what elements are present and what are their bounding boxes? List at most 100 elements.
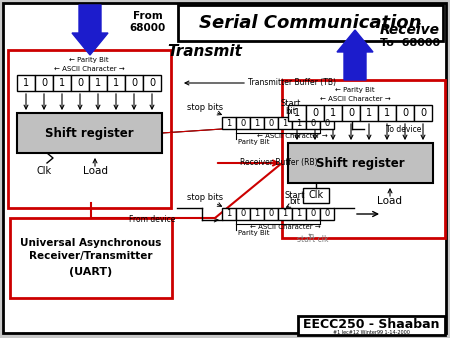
Text: Start: Start (285, 191, 305, 199)
Text: 0: 0 (149, 78, 155, 88)
Bar (89, 75, 107, 91)
Bar (306, 117, 320, 129)
Bar (306, 208, 320, 220)
Bar (306, 105, 324, 121)
Text: 0: 0 (268, 119, 274, 127)
Bar (264, 117, 278, 129)
Bar (8, 50, 171, 208)
Text: Shift register: Shift register (45, 126, 133, 140)
Bar (222, 208, 236, 220)
Bar (278, 208, 292, 220)
Text: 1: 1 (294, 108, 300, 118)
Text: 1: 1 (297, 119, 302, 127)
Text: 1: 1 (95, 78, 101, 88)
Bar (282, 80, 445, 238)
Bar (250, 208, 264, 220)
Text: Transmitter Buffer (TB): Transmitter Buffer (TB) (248, 78, 336, 88)
Text: ← ASCII Character →: ← ASCII Character → (320, 96, 391, 102)
Text: EECC250 - Shaaban: EECC250 - Shaaban (303, 318, 439, 332)
Bar (278, 117, 292, 129)
Bar (10, 218, 172, 298)
Bar (320, 117, 334, 129)
Text: bit: bit (285, 106, 297, 116)
Text: Universal Asynchronous: Universal Asynchronous (20, 238, 162, 248)
Text: 0: 0 (131, 78, 137, 88)
Text: Parity Bit: Parity Bit (238, 139, 270, 145)
Bar (288, 105, 306, 121)
Polygon shape (337, 30, 373, 80)
Bar (292, 208, 306, 220)
Text: 1: 1 (113, 78, 119, 88)
Bar (236, 117, 250, 129)
Text: 1: 1 (297, 210, 302, 218)
Bar (143, 75, 161, 91)
Text: Start: Start (281, 99, 301, 108)
Text: stop bits: stop bits (187, 103, 223, 113)
Text: 1: 1 (226, 210, 232, 218)
Bar (53, 75, 71, 91)
Bar (292, 117, 306, 129)
Bar (107, 75, 125, 91)
Bar (17, 113, 162, 153)
Bar (378, 105, 396, 121)
Bar (35, 75, 53, 91)
Text: To device: To device (386, 124, 421, 134)
Text: 1: 1 (254, 210, 260, 218)
Bar (360, 105, 378, 121)
Text: 1: 1 (254, 119, 260, 127)
Text: To  68000: To 68000 (380, 38, 440, 48)
Text: Load: Load (82, 166, 108, 176)
Bar (324, 105, 342, 121)
Bar (236, 208, 250, 220)
Bar (71, 75, 89, 91)
Text: Clk: Clk (308, 190, 324, 200)
Text: Receiver Buffer (RB): Receiver Buffer (RB) (240, 159, 318, 168)
Bar (303, 188, 329, 203)
Bar (288, 143, 433, 183)
Text: 1: 1 (23, 78, 29, 88)
Text: 1: 1 (226, 119, 232, 127)
Text: 0: 0 (324, 210, 329, 218)
Text: Receive: Receive (380, 23, 440, 37)
Text: ← Parity Bit: ← Parity Bit (69, 57, 109, 63)
Text: From
68000: From 68000 (130, 11, 166, 33)
Text: 1: 1 (283, 210, 288, 218)
Text: ← ASCII Character →: ← ASCII Character → (250, 224, 320, 230)
Text: 0: 0 (310, 210, 315, 218)
Text: 1: 1 (384, 108, 390, 118)
Text: 0: 0 (402, 108, 408, 118)
Text: 0: 0 (420, 108, 426, 118)
Bar (320, 208, 334, 220)
Bar (17, 75, 35, 91)
Text: 0: 0 (310, 119, 315, 127)
Text: (UART): (UART) (69, 267, 112, 277)
Text: Receiver/Transmitter: Receiver/Transmitter (29, 251, 153, 261)
Bar (298, 316, 445, 335)
Text: 1: 1 (59, 78, 65, 88)
Text: 0: 0 (324, 119, 329, 127)
Text: 1: 1 (283, 119, 288, 127)
Text: 1: 1 (330, 108, 336, 118)
Bar (342, 105, 360, 121)
Text: 0: 0 (77, 78, 83, 88)
Text: Shift register: Shift register (316, 156, 404, 169)
Text: start clk: start clk (297, 235, 329, 243)
Text: Parity Bit: Parity Bit (238, 230, 270, 236)
Text: 0: 0 (240, 210, 246, 218)
Text: 0: 0 (240, 119, 246, 127)
Text: 0: 0 (268, 210, 274, 218)
Text: From device: From device (129, 216, 175, 224)
Text: 1: 1 (366, 108, 372, 118)
Bar (414, 105, 432, 121)
Text: Transmit: Transmit (167, 45, 243, 59)
Polygon shape (72, 5, 108, 55)
Text: #1 lec#12 Winter99 1-14-2000: #1 lec#12 Winter99 1-14-2000 (333, 331, 410, 336)
Text: 0: 0 (348, 108, 354, 118)
Text: ← Parity Bit: ← Parity Bit (335, 87, 375, 93)
Text: stop bits: stop bits (187, 193, 223, 202)
Text: 0: 0 (312, 108, 318, 118)
Bar (222, 117, 236, 129)
Text: Serial Communication: Serial Communication (199, 14, 421, 32)
Text: bit: bit (289, 197, 301, 207)
Text: Clk: Clk (36, 166, 52, 176)
